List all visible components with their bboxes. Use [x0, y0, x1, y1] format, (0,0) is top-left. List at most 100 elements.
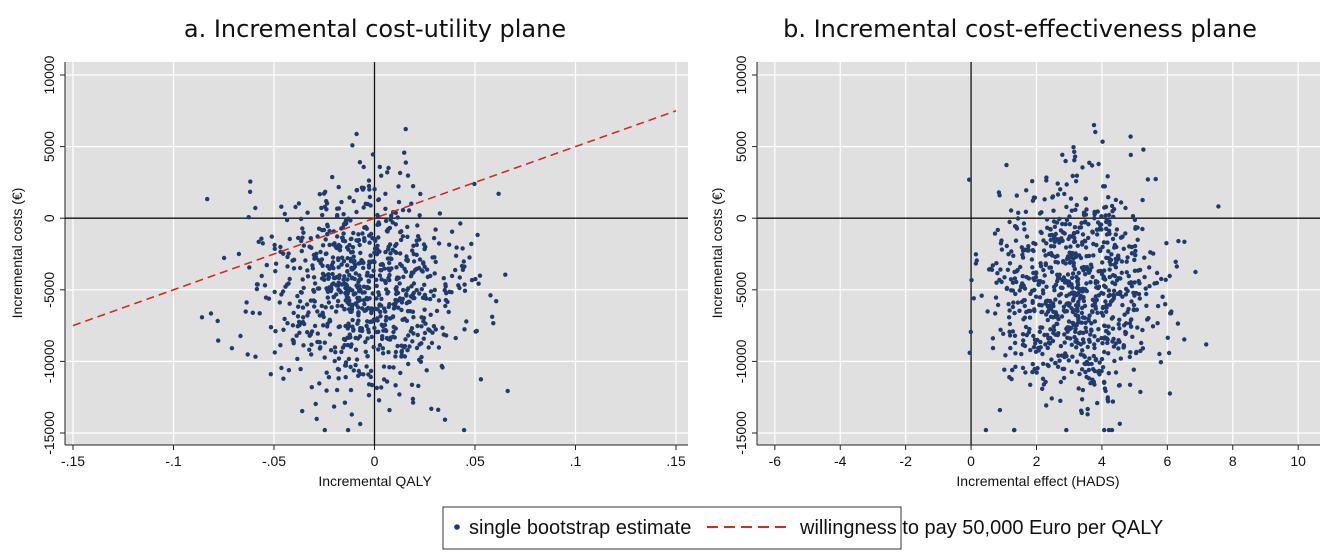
- panel-a-bootstrap-point: [272, 350, 277, 355]
- panel-a-bootstrap-point: [273, 269, 278, 274]
- panel-b-bootstrap-point: [1045, 332, 1050, 338]
- panel-b-bootstrap-point: [1097, 360, 1102, 365]
- panel-b-bootstrap-point: [1089, 328, 1094, 333]
- panel-a-bootstrap-point: [309, 245, 314, 250]
- panel-a-bootstrap-point: [408, 274, 414, 279]
- panel-a-bootstrap-point: [374, 277, 379, 282]
- panel-a-bootstrap-point: [324, 370, 329, 375]
- panel-a-bootstrap-point: [324, 251, 329, 256]
- panel-a-bootstrap-point: [380, 351, 386, 356]
- panel-b-bootstrap-point: [1021, 317, 1026, 322]
- panel-b-bootstrap-point: [1075, 243, 1081, 248]
- panel-a-bootstrap-point: [272, 242, 277, 248]
- panel-a-bootstrap-point: [360, 259, 365, 265]
- panel-b-bootstrap-point: [1013, 291, 1018, 297]
- panel-a-bootstrap-point: [376, 398, 382, 403]
- panel-a-bootstrap-point: [315, 309, 320, 314]
- panel-b-bootstrap-point: [1097, 247, 1103, 252]
- panel-b-bootstrap-point: [1135, 268, 1141, 273]
- panel-a-bootstrap-point: [399, 300, 405, 305]
- panel-b-bootstrap-point: [1175, 321, 1181, 326]
- panel-a-bootstrap-point: [341, 259, 347, 264]
- panel-b-y-tick-label: 5000: [733, 131, 749, 162]
- panel-b-bootstrap-point: [1091, 353, 1097, 359]
- panel-a-bootstrap-point: [372, 325, 377, 331]
- panel-a-bootstrap-point: [253, 354, 258, 359]
- panel-b-bootstrap-point: [1092, 212, 1097, 217]
- panel-a-bootstrap-point: [408, 329, 413, 334]
- panel-b-bootstrap-point: [1011, 253, 1016, 258]
- panel-a-bootstrap-point: [330, 271, 335, 277]
- panel-b-bootstrap-point: [1010, 329, 1016, 334]
- panel-b-bootstrap-point: [1075, 282, 1081, 287]
- panel-a-bootstrap-point: [205, 196, 210, 202]
- panel-a-bootstrap-point: [419, 287, 424, 292]
- panel-b-bootstrap-point: [1071, 145, 1076, 150]
- panel-a-bootstrap-point: [300, 235, 305, 240]
- panel-a-bootstrap-point: [393, 354, 398, 359]
- panel-a-bootstrap-point: [354, 238, 359, 243]
- panel-a-bootstrap-point: [361, 265, 366, 271]
- panel-a-bootstrap-point: [366, 372, 371, 377]
- panel-b-bootstrap-point: [1066, 283, 1072, 288]
- panel-b-x-tick-label: 10: [1290, 453, 1306, 469]
- panel-a-bootstrap-point: [390, 334, 396, 339]
- panel-b-bootstrap-point: [1061, 260, 1066, 265]
- panel-a-bootstrap-point: [381, 364, 387, 369]
- panel-b-bootstrap-point: [1112, 358, 1117, 364]
- panel-a-bootstrap-point: [379, 277, 384, 282]
- panel-b-bootstrap-point: [1072, 334, 1077, 340]
- panel-b-bootstrap-point: [1100, 305, 1106, 310]
- panel-b-bootstrap-point: [1079, 367, 1085, 372]
- panel-b-bootstrap-point: [1057, 358, 1062, 363]
- panel-a-bootstrap-point: [301, 230, 306, 235]
- panel-a-bootstrap-point: [370, 236, 375, 241]
- panel-a-bootstrap-point: [353, 301, 358, 306]
- panel-a-bootstrap-point: [402, 266, 407, 271]
- panel-b-bootstrap-point: [1147, 265, 1152, 270]
- panel-a-bootstrap-point: [453, 335, 458, 341]
- panel-b-bootstrap-point: [1132, 268, 1138, 273]
- panel-b-bootstrap-point: [1064, 182, 1069, 187]
- panel-a-bootstrap-point: [469, 241, 474, 247]
- panel-b-bootstrap-point: [1135, 225, 1140, 230]
- panel-a-title: a. Incremental cost-utility plane: [184, 15, 566, 43]
- panel-b-bootstrap-point: [1058, 228, 1064, 233]
- panel-b-bootstrap-point: [1072, 149, 1077, 154]
- panel-b-bootstrap-point: [1012, 333, 1018, 338]
- panel-b-bootstrap-point: [990, 345, 996, 351]
- panel-b-bootstrap-point: [1028, 347, 1033, 353]
- panel-a-bootstrap-point: [376, 347, 381, 352]
- panel-a-bootstrap-point: [346, 323, 352, 329]
- panel-b-bootstrap-point: [1022, 298, 1027, 303]
- panel-a-bootstrap-point: [339, 226, 344, 231]
- panel-a-bootstrap-point: [281, 376, 286, 381]
- panel-a-bootstrap-point: [350, 317, 355, 323]
- panel-b-bootstrap-point: [1040, 288, 1046, 293]
- panel-b-bootstrap-point: [1094, 242, 1099, 248]
- panel-b-bootstrap-point: [1068, 244, 1073, 249]
- panel-b-bootstrap-point: [1044, 403, 1049, 408]
- panel-a-bootstrap-point: [323, 237, 328, 242]
- panel-b-bootstrap-point: [1050, 301, 1056, 306]
- panel-b-bootstrap-point: [1031, 345, 1037, 350]
- panel-b-bootstrap-point: [1047, 233, 1053, 238]
- panel-a-bootstrap-point: [297, 299, 303, 304]
- panel-a-bootstrap-point: [434, 308, 440, 314]
- panel-a-bootstrap-point: [401, 287, 406, 293]
- panel-b-axes: [756, 62, 1320, 446]
- panel-a-bootstrap-point: [436, 345, 442, 350]
- panel-a-bootstrap-point: [254, 282, 260, 287]
- panel-b-bootstrap-point: [1047, 341, 1053, 346]
- panel-a-bootstrap-point: [377, 164, 382, 170]
- panel-b-bootstrap-point: [1055, 181, 1060, 186]
- panel-b-bootstrap-point: [1012, 224, 1018, 229]
- panel-a-bootstrap-point: [262, 283, 268, 288]
- panel-b-bootstrap-point: [1127, 382, 1133, 387]
- panel-b-bootstrap-point: [1136, 291, 1142, 297]
- panel-b-bootstrap-point: [1118, 290, 1123, 295]
- panel-b-bootstrap-point: [1089, 361, 1094, 367]
- panel-a-bootstrap-point: [293, 204, 298, 210]
- panel-a-bootstrap-point: [336, 206, 342, 211]
- panel-b-bootstrap-point: [1103, 213, 1108, 218]
